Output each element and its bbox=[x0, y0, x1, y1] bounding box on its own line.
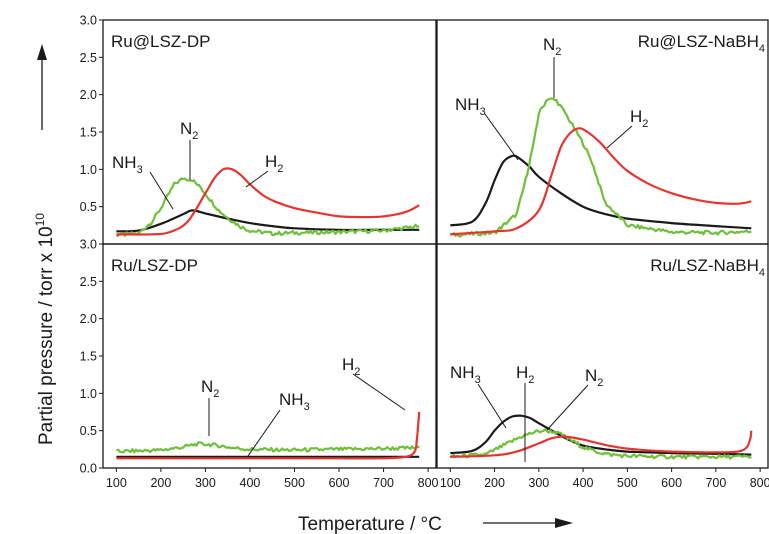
series-annotation-n2: N2 bbox=[180, 119, 198, 142]
annotation-leader-line bbox=[352, 373, 406, 411]
x-axis-title: Temperature / °C bbox=[298, 514, 442, 534]
series-annotation-n2: N2 bbox=[543, 35, 561, 58]
y-axis-title: Partial pressure / torr x 1010 bbox=[33, 213, 57, 445]
annotation-leader-line bbox=[247, 409, 281, 457]
y-axis-title-group: Partial pressure / torr x 1010 bbox=[33, 44, 57, 445]
y-tick-label: 2.5 bbox=[80, 275, 97, 289]
y-tick-label: 3.0 bbox=[80, 14, 97, 28]
series-annotation-nh3: NH3 bbox=[279, 390, 310, 413]
panel-frame bbox=[102, 19, 437, 245]
x-axis-arrow-head-icon bbox=[555, 518, 573, 528]
y-tick-label: 3.0 bbox=[80, 238, 97, 252]
y-axis-title-exponent: 10 bbox=[33, 213, 47, 227]
panel-title: Ru@LSZ-DP bbox=[111, 32, 210, 51]
x-tick-label: 200 bbox=[150, 476, 171, 490]
plot-layer bbox=[115, 97, 753, 460]
series-annotation-n2: N2 bbox=[585, 366, 603, 389]
series-line-n2 bbox=[116, 441, 420, 454]
series-annotation-n2: N2 bbox=[201, 377, 219, 400]
x-tick-label: 400 bbox=[240, 476, 261, 490]
y-tick-label: 0.0 bbox=[80, 462, 97, 476]
y-axis-arrow-head-icon bbox=[37, 44, 47, 60]
series-line-h2 bbox=[450, 127, 752, 236]
panel-frame bbox=[102, 243, 437, 469]
x-tick-label: 100 bbox=[440, 476, 461, 490]
x-tick-label: 700 bbox=[705, 476, 726, 490]
series-annotation-h2: H2 bbox=[265, 152, 283, 175]
panel-title: Ru@LSZ-NaBH4 bbox=[638, 32, 765, 55]
series-line-n2 bbox=[449, 97, 752, 238]
series-annotation-nh3: NH3 bbox=[112, 153, 143, 176]
series-annotation-h2: H2 bbox=[630, 107, 648, 130]
x-tick-label: 700 bbox=[373, 476, 394, 490]
x-tick-label: 100 bbox=[106, 476, 127, 490]
label-layer: Ru@LSZ-DP NH3 N2 H2 3.0 0.5 1.0 1.5 2.0 2.5 3.0 Ru@… bbox=[80, 14, 769, 491]
annotation-leader-line bbox=[484, 113, 519, 161]
y-tick-label: 2.5 bbox=[80, 51, 97, 65]
y-tick-label: 1.0 bbox=[80, 163, 97, 177]
y-tick-label: 0.5 bbox=[80, 200, 97, 214]
series-line-nh3 bbox=[116, 209, 420, 233]
panel-frames bbox=[102, 19, 769, 469]
x-tick-label: 200 bbox=[484, 476, 505, 490]
series-annotation-h2: H2 bbox=[342, 355, 360, 378]
x-tick-label: 600 bbox=[661, 476, 682, 490]
series-annotation-nh3: NH3 bbox=[455, 95, 486, 118]
series-line-nh3 bbox=[450, 414, 752, 456]
y-tick-label: 2.0 bbox=[80, 88, 97, 102]
annotation-leader-line bbox=[477, 383, 507, 429]
annotation-leader-line bbox=[606, 125, 633, 149]
x-tick-label: 600 bbox=[329, 476, 350, 490]
x-tick-label: 400 bbox=[573, 476, 594, 490]
y-tick-label: 1.5 bbox=[80, 126, 97, 140]
x-tick-label: 800 bbox=[750, 476, 769, 490]
series-line-nh3 bbox=[450, 154, 752, 230]
series-line-h2 bbox=[450, 430, 753, 458]
panel-title: Ru/LSZ-NaBH4 bbox=[650, 256, 765, 279]
y-tick-label: 1.5 bbox=[80, 350, 97, 364]
panel-frame bbox=[436, 19, 769, 245]
y-tick-label: 0.5 bbox=[80, 424, 97, 438]
x-tick-label: 300 bbox=[195, 476, 216, 490]
series-annotation-nh3: NH3 bbox=[450, 363, 481, 386]
series-line-n2 bbox=[115, 177, 420, 238]
x-axis-title-group: Temperature / °C bbox=[298, 514, 573, 534]
annotation-leader-line bbox=[546, 384, 589, 431]
panel-title: Ru/LSZ-DP bbox=[111, 256, 198, 275]
series-line-h2 bbox=[116, 411, 421, 460]
series-annotation-h2: H2 bbox=[516, 363, 534, 386]
x-tick-label: 800 bbox=[418, 476, 439, 490]
annotation-leader-line bbox=[245, 170, 269, 188]
panel-frame bbox=[436, 243, 769, 469]
x-tick-label: 300 bbox=[528, 476, 549, 490]
x-tick-label: 500 bbox=[284, 476, 305, 490]
y-tick-label: 1.0 bbox=[80, 387, 97, 401]
annotation-leader-line bbox=[149, 171, 174, 210]
series-line-n2 bbox=[449, 428, 752, 460]
y-axis-title-text: Partial pressure / torr x 10 bbox=[36, 226, 57, 445]
y-tick-label: 2.0 bbox=[80, 312, 97, 326]
x-tick-label: 500 bbox=[617, 476, 638, 490]
